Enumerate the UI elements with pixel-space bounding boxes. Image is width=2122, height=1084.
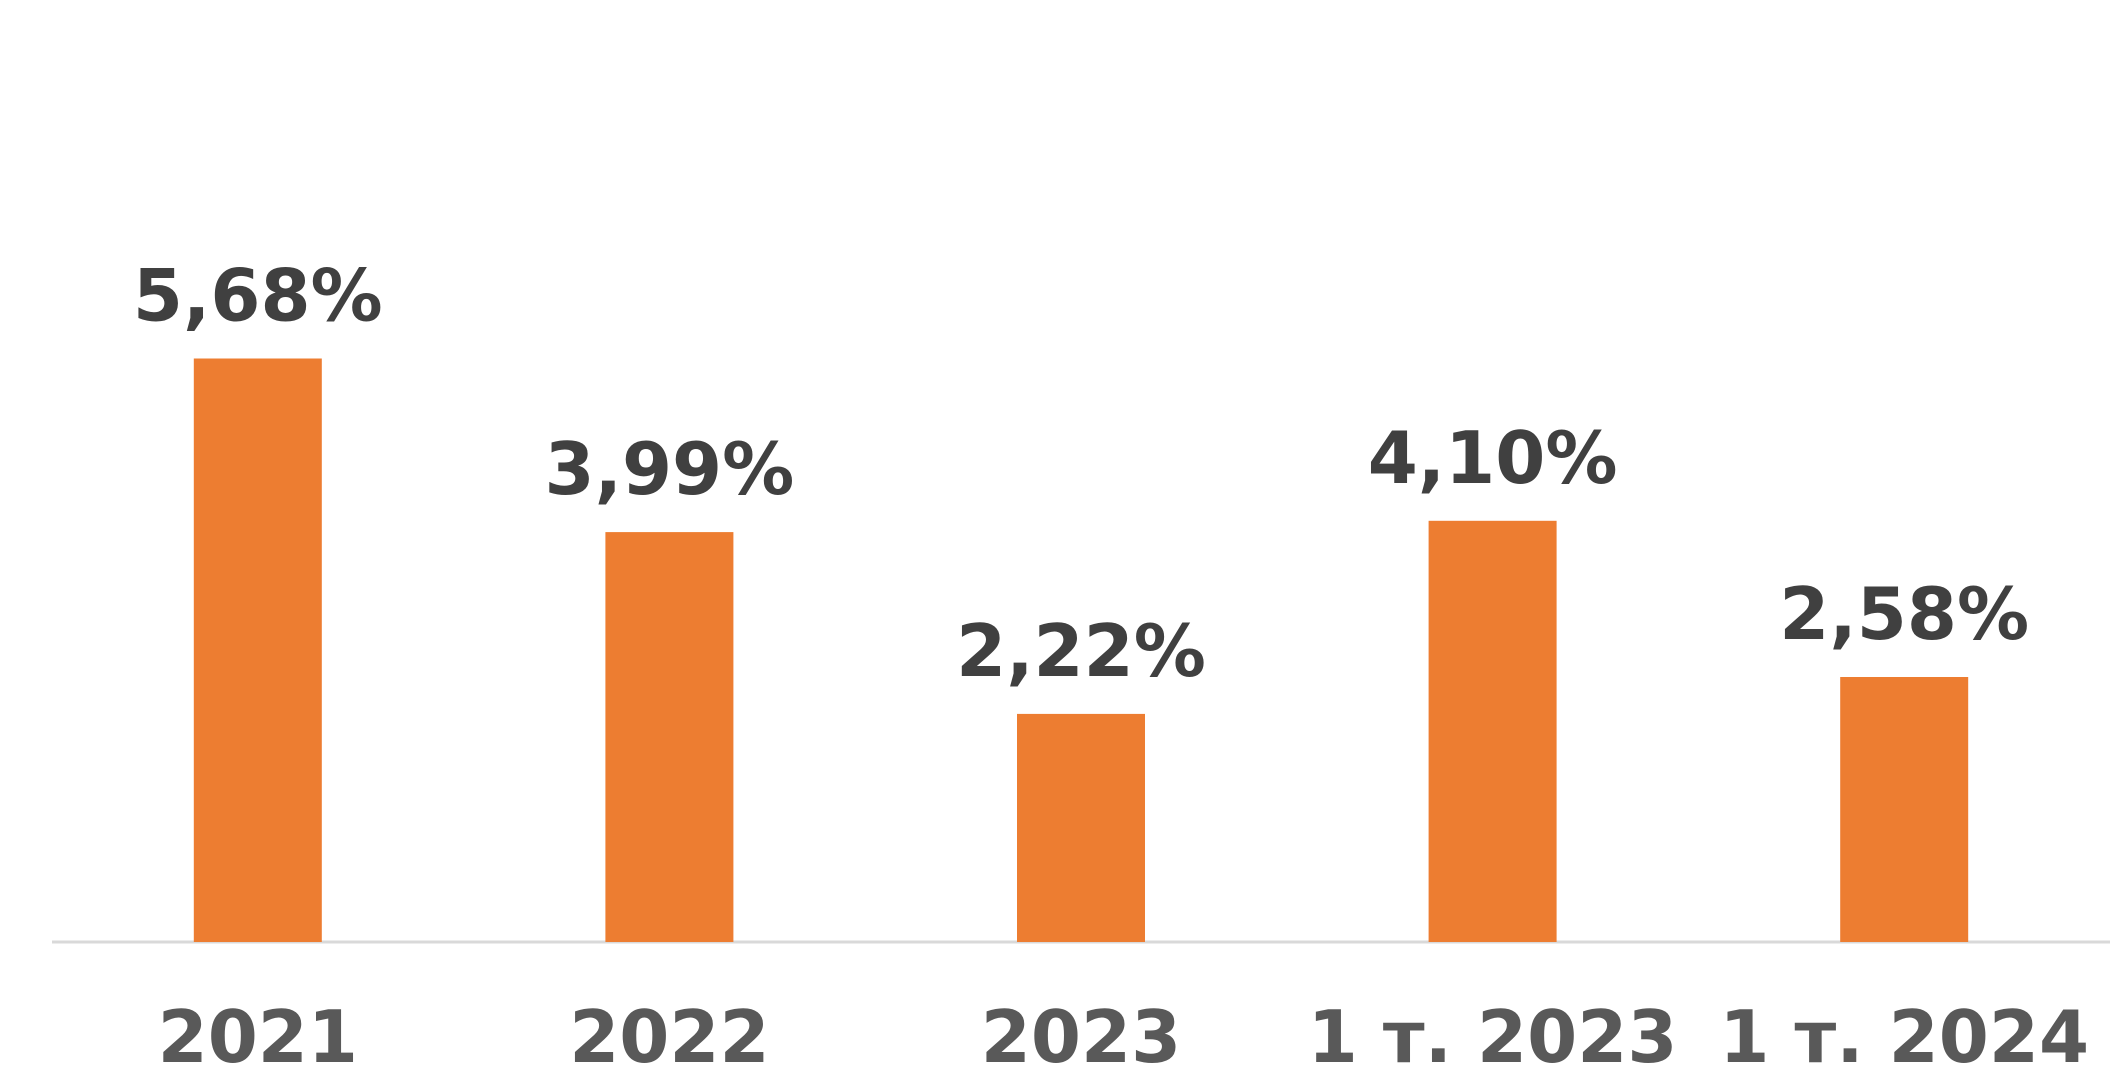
bar-3	[1428, 520, 1557, 942]
bar-2	[1017, 713, 1145, 942]
data-label-1: 3,99%	[545, 427, 795, 511]
data-label-0: 5,68%	[133, 254, 383, 338]
category-label-4: 1 т. 2024	[1719, 995, 2089, 1079]
bar-4	[1840, 677, 1969, 942]
bar-1	[605, 532, 734, 942]
data-label-2: 2,22%	[956, 609, 1206, 693]
category-label-2: 2023	[981, 995, 1181, 1079]
bars-group	[193, 358, 1969, 942]
category-label-1: 2022	[569, 995, 769, 1079]
bar-0	[193, 358, 322, 942]
category-label-3: 1 т. 2023	[1308, 995, 1678, 1079]
data-label-3: 4,10%	[1368, 416, 1618, 500]
data-label-4: 2,58%	[1779, 572, 2029, 656]
data-labels-group: 5,68% 3,99% 2,22% 4,10% 2,58%	[133, 254, 2029, 693]
category-labels-group: 2021 2022 2023 1 т. 2023 1 т. 2024	[158, 995, 2089, 1079]
category-label-0: 2021	[158, 995, 358, 1079]
